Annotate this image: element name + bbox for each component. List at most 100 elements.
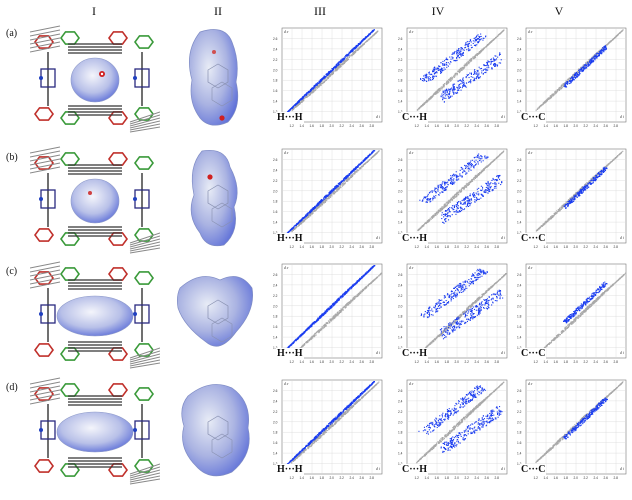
axis-label-di: d i — [376, 115, 380, 119]
x-tick-label: 1.4 — [544, 360, 549, 364]
x-tick-label: 2.8 — [495, 245, 500, 249]
y-tick-label: 2.4 — [517, 283, 522, 287]
y-tick-label: 2.4 — [398, 47, 403, 51]
x-tick-label: 2.2 — [465, 360, 470, 364]
x-tick-label: 1.2 — [534, 124, 539, 128]
y-tick-label: 2.4 — [273, 168, 278, 172]
x-tick-label: 2.4 — [475, 124, 480, 128]
y-tick-label: 1.2 — [517, 231, 522, 235]
y-tick-label: 1.8 — [517, 431, 522, 435]
x-tick-label: 2.8 — [370, 124, 375, 128]
x-tick-label: 2.6 — [485, 360, 490, 364]
y-tick-label: 1.2 — [398, 110, 403, 114]
y-tick-label: 1.8 — [273, 200, 278, 204]
axis-label-de: d e — [284, 30, 289, 34]
x-tick-label: 2.2 — [340, 124, 345, 128]
x-tick-label: 2.8 — [370, 476, 375, 480]
y-tick-label: 1.8 — [517, 315, 522, 319]
x-tick-label: 2.4 — [350, 476, 355, 480]
y-tick-label: 1.6 — [517, 441, 522, 445]
y-tick-label: 2.6 — [398, 158, 403, 162]
axis-label-de: d e — [528, 151, 533, 155]
x-tick-label: 1.6 — [554, 124, 559, 128]
y-tick-label: 1.2 — [273, 346, 278, 350]
y-tick-label: 2.4 — [398, 399, 403, 403]
x-tick-label: 2.6 — [604, 360, 609, 364]
y-tick-label: 1.4 — [517, 452, 522, 456]
x-tick-label: 2.4 — [594, 124, 599, 128]
y-tick-label: 1.2 — [517, 462, 522, 466]
x-tick-label: 1.6 — [310, 360, 315, 364]
y-tick-label: 2.0 — [273, 68, 278, 72]
axis-label-di: d i — [620, 467, 624, 471]
x-tick-label: 1.8 — [320, 360, 325, 364]
y-tick-label: 1.2 — [517, 346, 522, 350]
y-tick-label: 1.4 — [517, 221, 522, 225]
x-tick-label: 1.4 — [544, 124, 549, 128]
contact-type-label: H···H — [276, 112, 304, 123]
y-tick-label: 1.8 — [273, 315, 278, 319]
x-tick-label: 1.8 — [445, 360, 450, 364]
contact-type-label: C···C — [520, 464, 547, 475]
x-tick-label: 1.4 — [544, 476, 549, 480]
y-tick-label: 2.2 — [273, 179, 278, 183]
row-label-b: (b) — [6, 152, 18, 163]
x-tick-label: 1.4 — [425, 245, 430, 249]
x-tick-label: 2.0 — [330, 360, 335, 364]
x-tick-label: 2.6 — [485, 124, 490, 128]
x-tick-label: 2.8 — [614, 245, 619, 249]
y-tick-label: 1.2 — [398, 462, 403, 466]
y-tick-label: 1.2 — [398, 346, 403, 350]
x-tick-label: 2.4 — [594, 476, 599, 480]
y-tick-label: 2.4 — [517, 47, 522, 51]
x-tick-label: 2.4 — [350, 124, 355, 128]
axis-label-de: d e — [409, 30, 414, 34]
y-tick-label: 2.0 — [273, 304, 278, 308]
x-tick-label: 2.2 — [584, 245, 589, 249]
fingerprint-plot: 1.2 1.4 1.6 1.8 2.0 2.2 2.4 2.6 1.2 1.4 1.6 1.8 2.0 2… — [397, 143, 513, 255]
x-tick-label: 1.2 — [290, 476, 295, 480]
x-tick-label: 1.4 — [425, 476, 430, 480]
y-tick-label: 1.6 — [273, 441, 278, 445]
y-tick-label: 1.8 — [398, 315, 403, 319]
y-tick-label: 2.0 — [398, 304, 403, 308]
row-label-a: (a) — [6, 28, 18, 39]
y-tick-label: 2.2 — [398, 410, 403, 414]
y-tick-label: 1.2 — [273, 110, 278, 114]
axis-label-de: d e — [528, 30, 533, 34]
fingerprint-plot: 1.2 1.4 1.6 1.8 2.0 2.2 2.4 2.6 1.2 1.4 1.6 1.8 2.0 2… — [272, 374, 388, 486]
y-tick-label: 1.4 — [273, 452, 278, 456]
y-tick-label: 2.6 — [273, 389, 278, 393]
x-tick-label: 1.4 — [544, 245, 549, 249]
x-tick-label: 1.8 — [445, 245, 450, 249]
y-tick-label: 1.8 — [517, 200, 522, 204]
x-tick-label: 2.6 — [604, 245, 609, 249]
y-tick-label: 2.2 — [517, 410, 522, 414]
x-tick-label: 2.8 — [495, 476, 500, 480]
x-tick-label: 1.4 — [425, 124, 430, 128]
x-tick-label: 2.8 — [614, 124, 619, 128]
y-tick-label: 2.2 — [517, 58, 522, 62]
fingerprint-plot: 1.2 1.4 1.6 1.8 2.0 2.2 2.4 2.6 1.2 1.4 1.6 1.8 2.0 2… — [397, 22, 513, 134]
y-tick-label: 1.6 — [517, 325, 522, 329]
contact-type-label: C···C — [520, 112, 547, 123]
x-tick-label: 1.2 — [415, 360, 420, 364]
row-label-d: (d) — [6, 382, 18, 393]
x-tick-label: 1.6 — [435, 124, 440, 128]
x-tick-label: 2.2 — [584, 476, 589, 480]
x-tick-label: 1.2 — [290, 245, 295, 249]
hirshfeld-surface-image — [170, 374, 260, 486]
axis-label-de: d e — [409, 266, 414, 270]
x-tick-label: 2.0 — [574, 124, 579, 128]
y-tick-label: 2.4 — [517, 168, 522, 172]
axis-label-de: d e — [284, 266, 289, 270]
axis-label-di: d i — [376, 351, 380, 355]
y-tick-label: 2.0 — [517, 420, 522, 424]
x-tick-label: 1.4 — [300, 476, 305, 480]
y-tick-label: 2.6 — [517, 158, 522, 162]
x-tick-label: 2.2 — [340, 476, 345, 480]
y-tick-label: 2.0 — [398, 68, 403, 72]
x-tick-label: 2.2 — [465, 476, 470, 480]
y-tick-label: 2.4 — [273, 47, 278, 51]
framework-structure-image — [30, 374, 160, 486]
